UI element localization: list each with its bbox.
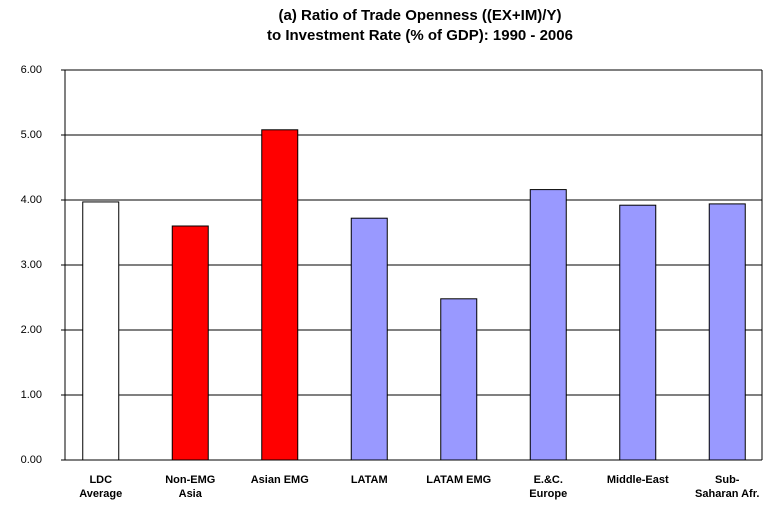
x-tick-label: Non-EMG [165, 474, 215, 486]
y-tick-label: 4.00 [21, 194, 42, 206]
bar [171, 225, 209, 461]
x-tick-label: LATAM EMG [426, 474, 491, 486]
x-tick-label: Middle-East [607, 474, 669, 486]
y-tick-label: 1.00 [21, 389, 42, 401]
bar [440, 298, 478, 461]
bar [529, 189, 567, 461]
x-tick-label: Asian EMG [251, 474, 309, 486]
bar [708, 203, 746, 461]
bar [82, 201, 120, 461]
y-tick-label: 5.00 [21, 129, 42, 141]
bar [350, 217, 388, 461]
y-tick-label: 2.00 [21, 324, 42, 336]
chart-title: to Investment Rate (% of GDP): 1990 - 20… [267, 27, 573, 44]
chart-title: (a) Ratio of Trade Openness ((EX+IM)/Y) [279, 7, 562, 24]
y-tick-label: 3.00 [21, 259, 42, 271]
x-tick-label: Asia [179, 488, 203, 500]
bar [261, 129, 299, 461]
y-tick-label: 0.00 [21, 454, 42, 466]
x-tick-label: Sub- [715, 474, 740, 486]
x-tick-label: Europe [529, 488, 567, 500]
y-tick-label: 6.00 [21, 64, 42, 76]
x-tick-label: Average [79, 488, 122, 500]
x-tick-label: E.&C. [534, 474, 563, 486]
x-tick-label: LDC [89, 474, 112, 486]
x-tick-label: Saharan Afr. [695, 488, 759, 500]
x-tick-label: LATAM [351, 474, 388, 486]
bar [619, 204, 657, 461]
